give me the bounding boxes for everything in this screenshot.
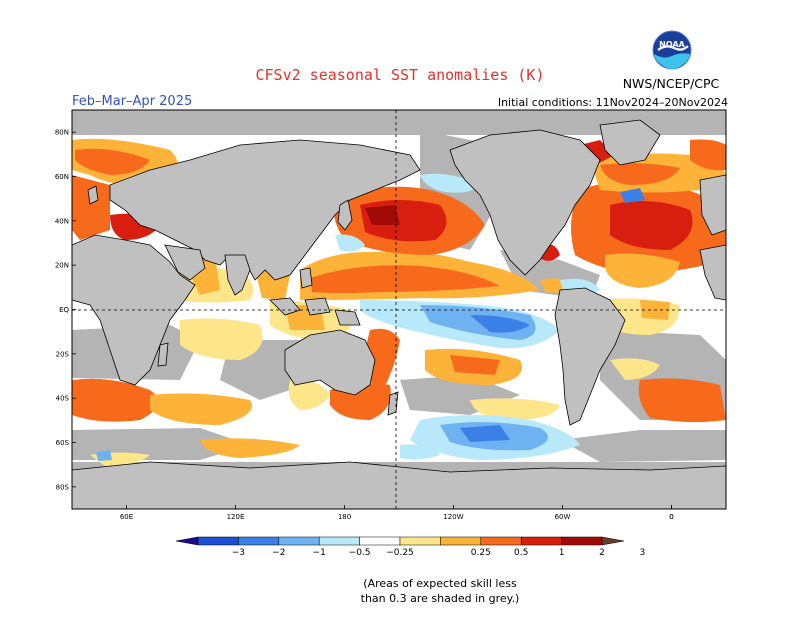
- colorbar: −3 −2 −1 −0.5 −0.25 0.25 0.5 1 2 3: [175, 536, 646, 558]
- noaa-logo-icon: NOAA: [652, 30, 692, 70]
- colorbar-left-arrow: [175, 536, 199, 546]
- colorbar-box: [480, 536, 522, 546]
- lat-tick-label: 80S: [56, 483, 70, 491]
- lon-tick-label: 120E: [227, 513, 245, 521]
- colorbar-tick-label: 0.25: [471, 548, 491, 558]
- lat-tick-label: 20N: [55, 262, 69, 270]
- colorbar-tick-label: 0.5: [514, 548, 528, 558]
- lon-tick-label: 60E: [120, 513, 133, 521]
- lon-tick-label: 0: [669, 513, 673, 521]
- warm-anomalies: [72, 138, 726, 466]
- colorbar-box: [318, 536, 360, 546]
- lat-tick-label: 40N: [55, 217, 69, 225]
- colorbar-box: [197, 536, 239, 546]
- lon-tick-label: 120W: [443, 513, 463, 521]
- lon-tick-label: 0: [669, 513, 673, 521]
- colorbar-tick-label: −2: [272, 548, 285, 558]
- skill-note-line-2: than 0.3 are shaded in grey.): [360, 592, 520, 605]
- lon-tick-label: 60W: [555, 513, 571, 521]
- colorbar-tick-label: −1: [313, 548, 326, 558]
- svg-text:NOAA: NOAA: [659, 40, 685, 49]
- lat-tick-label: EQ: [59, 306, 69, 314]
- colorbar-box: [520, 536, 562, 546]
- colorbar-box: [561, 536, 603, 546]
- continents: [72, 119, 726, 509]
- colorbar-box: [399, 536, 441, 546]
- lat-tick-label: 60S: [56, 439, 70, 447]
- season-label: Feb–Mar–Apr 2025: [72, 94, 193, 109]
- colorbar-tick-label: −0.25: [386, 548, 414, 558]
- colorbar-tick-label: −3: [232, 548, 245, 558]
- colorbar-box: [359, 536, 401, 546]
- colorbar-tick-label: 3: [640, 548, 646, 558]
- colorbar-tick-label: 2: [599, 548, 605, 558]
- skill-note: (Areas of expected skill less than 0.3 a…: [300, 576, 580, 606]
- map-title: CFSv2 seasonal SST anomalies (K): [255, 66, 545, 84]
- lat-tick-label: 80N: [55, 129, 69, 137]
- colorbar-tick-label: −0.5: [349, 548, 371, 558]
- colorbar-box: [440, 536, 482, 546]
- skill-note-line-1: (Areas of expected skill less: [363, 577, 517, 590]
- cool-anomalies: [96, 173, 645, 461]
- colorbar-box: [238, 536, 280, 546]
- latitude-ticks: 80N 60N 40N 20N EQ 20S 40S 60S 80S: [55, 129, 76, 491]
- colorbar-box: [278, 536, 320, 546]
- colorbar-right-arrow: [601, 536, 625, 546]
- lat-tick-label: 60N: [55, 173, 69, 181]
- initial-conditions-label: Initial conditions: 11Nov2024–20Nov2024: [497, 96, 728, 109]
- colorbar-tick-label: 1: [559, 548, 565, 558]
- agency-label: NWS/NCEP/CPC: [622, 76, 720, 91]
- lon-tick-label: 180: [338, 513, 351, 521]
- lat-tick-label: 20S: [56, 350, 70, 358]
- lat-tick-label: 40S: [56, 395, 70, 403]
- map-field: [72, 110, 726, 509]
